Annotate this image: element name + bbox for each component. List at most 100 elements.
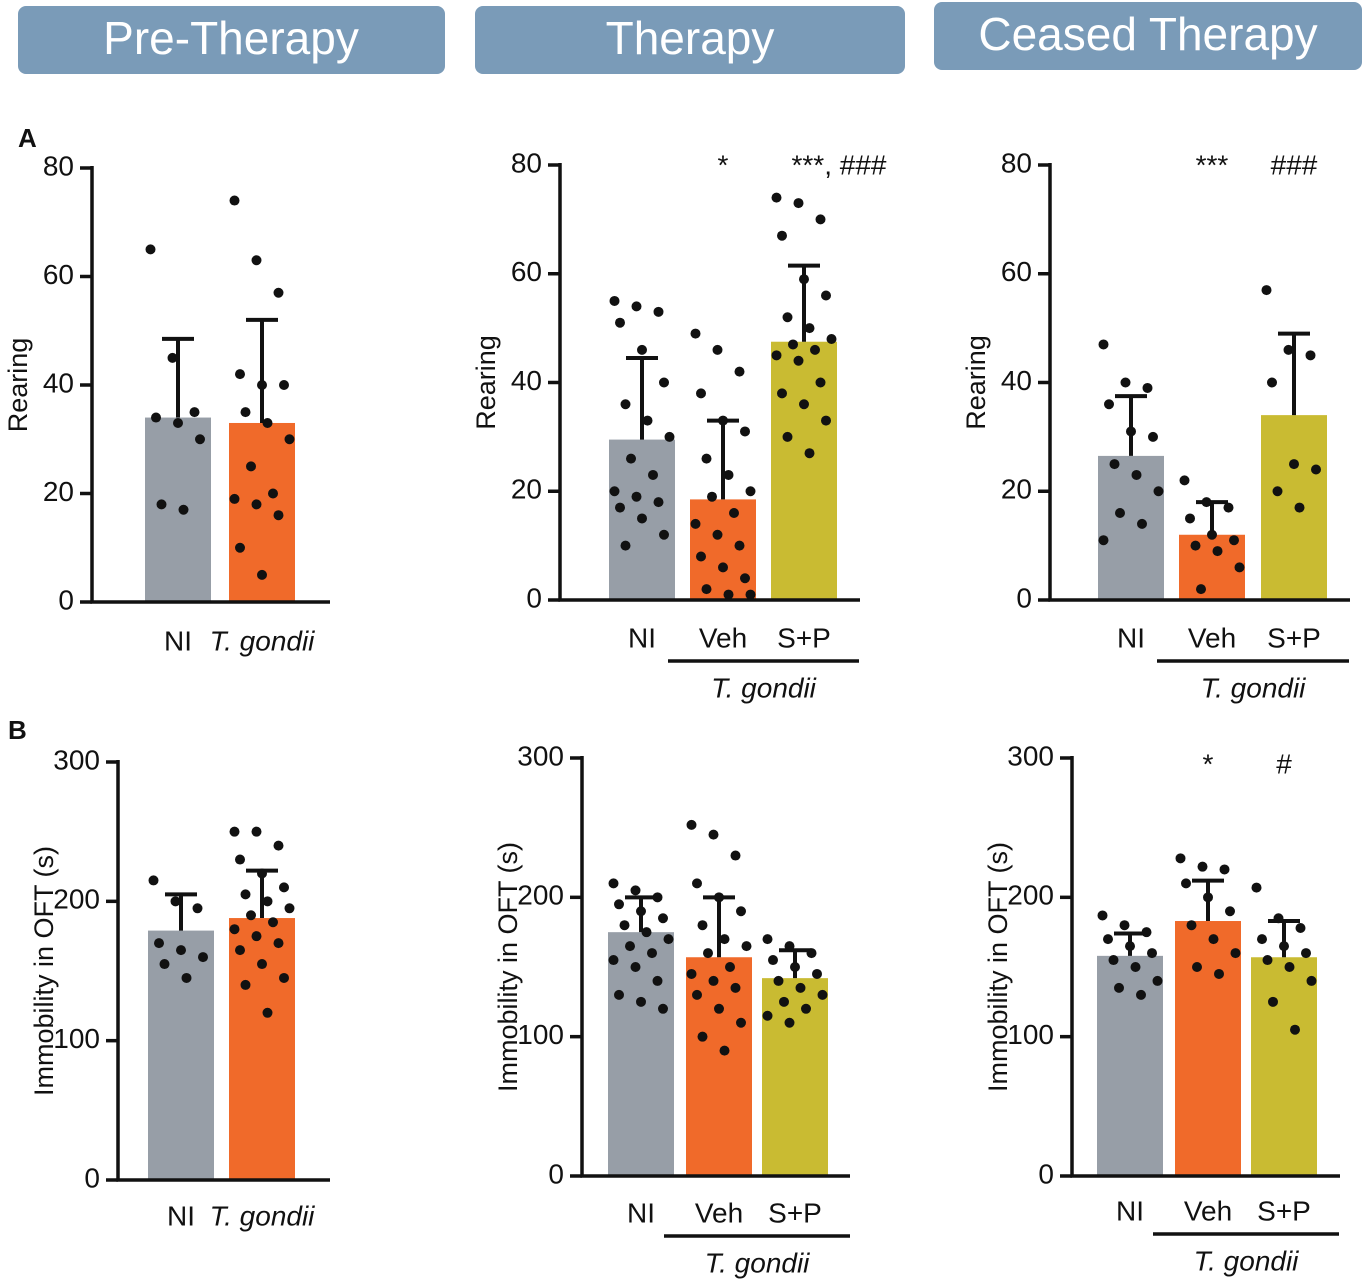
data-point xyxy=(257,868,267,879)
y-tick-label: 300 xyxy=(517,740,564,771)
y-tick-label: 20 xyxy=(1001,474,1032,505)
data-point xyxy=(251,931,262,942)
data-point xyxy=(1190,540,1201,551)
data-point xyxy=(145,244,156,255)
data-point xyxy=(151,412,161,423)
y-tick-label: 200 xyxy=(53,884,100,915)
x-tick-label: T. gondii xyxy=(210,1200,316,1231)
data-point xyxy=(736,906,746,917)
data-point xyxy=(620,399,631,410)
data-point xyxy=(806,948,817,959)
group-label: T. gondii xyxy=(705,1247,811,1278)
data-point xyxy=(609,295,620,306)
data-point xyxy=(664,431,675,442)
group-label: T. gondii xyxy=(1201,672,1307,703)
group-label: T. gondii xyxy=(711,672,817,703)
data-point xyxy=(707,491,717,502)
data-point xyxy=(771,350,782,361)
data-point xyxy=(725,962,735,972)
y-tick-label: 60 xyxy=(511,256,542,287)
data-point xyxy=(189,407,200,418)
data-point xyxy=(692,989,702,1000)
data-point xyxy=(793,198,804,209)
data-point xyxy=(708,975,719,986)
data-point xyxy=(1208,934,1219,945)
y-tick-label: 40 xyxy=(1001,365,1032,396)
data-point xyxy=(1201,497,1212,508)
data-point xyxy=(1230,948,1241,959)
data-point xyxy=(712,529,723,540)
x-tick-label: NI xyxy=(164,625,192,656)
data-point xyxy=(1137,518,1147,529)
y-tick-label: 20 xyxy=(511,474,542,505)
data-point xyxy=(777,230,787,241)
data-point xyxy=(659,377,669,388)
data-point xyxy=(1181,878,1191,889)
data-point xyxy=(741,941,752,952)
data-point xyxy=(1311,464,1321,475)
data-point xyxy=(235,369,245,380)
data-point xyxy=(279,882,289,893)
bar xyxy=(1179,534,1245,600)
data-point xyxy=(817,989,828,1000)
data-point xyxy=(1098,535,1109,546)
x-tick-label: T. gondii xyxy=(210,625,316,656)
data-point xyxy=(240,889,251,900)
data-point xyxy=(284,434,295,445)
data-point xyxy=(804,448,815,459)
y-axis-label: Immobility in OFT (s) xyxy=(493,842,523,1092)
bar xyxy=(1098,455,1164,600)
data-point xyxy=(176,945,186,956)
data-point xyxy=(1186,920,1197,931)
data-point xyxy=(719,1045,730,1056)
panel-label: A xyxy=(18,123,37,153)
data-point xyxy=(625,941,635,952)
y-axis-label: Immobility in OFT (s) xyxy=(29,846,59,1096)
data-point xyxy=(608,955,619,966)
data-point xyxy=(648,469,658,480)
x-tick-label: S+P xyxy=(768,1197,822,1228)
data-point xyxy=(1185,513,1195,524)
data-point xyxy=(170,896,181,907)
data-point xyxy=(740,426,750,437)
bar xyxy=(148,930,214,1180)
x-tick-label: NI xyxy=(628,622,656,653)
data-point xyxy=(777,388,787,399)
data-point xyxy=(696,551,706,562)
data-point xyxy=(273,287,284,298)
data-point xyxy=(788,339,798,350)
data-point xyxy=(257,959,267,970)
data-point xyxy=(229,195,240,206)
error-bar xyxy=(246,317,278,423)
data-point xyxy=(1251,882,1262,893)
data-point xyxy=(773,975,784,986)
header-box xyxy=(18,6,445,74)
data-point xyxy=(718,415,728,426)
bar xyxy=(1251,957,1317,1176)
data-point xyxy=(768,955,778,966)
data-point xyxy=(782,431,793,442)
data-point xyxy=(1125,941,1135,952)
data-point xyxy=(181,972,192,983)
data-point xyxy=(615,317,625,328)
data-point xyxy=(608,878,619,889)
data-point xyxy=(279,380,289,390)
data-point xyxy=(762,934,773,945)
data-point xyxy=(815,377,826,388)
data-point xyxy=(268,488,278,499)
header: Therapy xyxy=(606,12,775,64)
data-point xyxy=(647,948,657,959)
header: Ceased Therapy xyxy=(978,8,1317,60)
x-tick-label: NI xyxy=(167,1200,195,1231)
data-point xyxy=(784,1017,795,1028)
y-axis-label: Rearing xyxy=(3,338,33,433)
data-point xyxy=(653,306,664,317)
data-point xyxy=(630,885,641,896)
data-point xyxy=(701,453,712,464)
data-point xyxy=(192,903,203,914)
data-point xyxy=(609,486,620,497)
data-point xyxy=(745,486,756,497)
data-point xyxy=(1126,426,1136,437)
data-point xyxy=(1219,864,1230,875)
y-tick-label: 0 xyxy=(84,1162,100,1193)
